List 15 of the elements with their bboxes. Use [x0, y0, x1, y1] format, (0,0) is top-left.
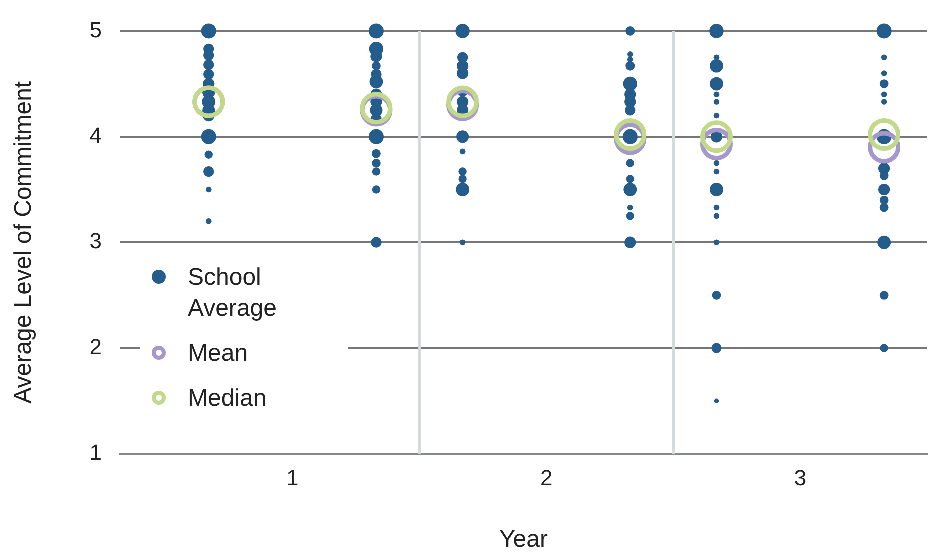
y-axis-title: Average Level of Commitment: [10, 81, 38, 404]
y-tick-label: 1: [90, 440, 102, 466]
x-tick-label: 3: [794, 465, 807, 490]
point: [700, 120, 733, 154]
legend-label: Mean: [188, 339, 248, 369]
y-tick-label: 3: [90, 228, 102, 254]
x-tick-label: 2: [540, 465, 553, 490]
y-tick-label: 4: [90, 122, 102, 148]
x-axis-title: Year: [500, 526, 548, 554]
y-tick-label: 2: [90, 334, 102, 360]
x-tick-label: 1: [286, 465, 299, 490]
point: [868, 118, 901, 152]
legend-label: School Average: [188, 263, 278, 324]
y-tick-label: 5: [90, 17, 102, 42]
legend-label: Median: [188, 384, 267, 414]
